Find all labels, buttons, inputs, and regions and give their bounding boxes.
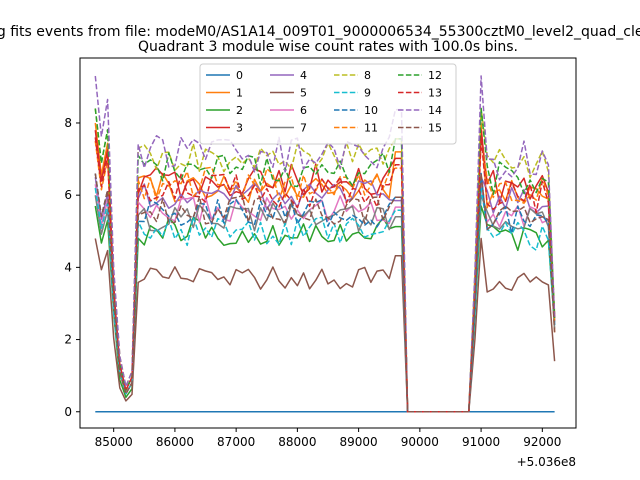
y-tick-label: 6 [64, 188, 72, 202]
legend-label-7: 7 [300, 122, 307, 135]
series-line-5 [94, 237, 556, 413]
y-tick-label: 8 [64, 116, 72, 130]
series-lines [94, 75, 556, 413]
legend-label-10: 10 [364, 104, 378, 117]
legend-label-12: 12 [428, 69, 442, 82]
x-tick-label: 92000 [523, 435, 561, 449]
legend-label-2: 2 [236, 104, 243, 117]
series-line-14 [94, 75, 556, 413]
legend-label-5: 5 [300, 87, 307, 100]
series-line-11 [94, 140, 556, 413]
x-tick-label: 85000 [95, 435, 133, 449]
series-line-10 [94, 172, 556, 413]
x-tick-label: 89000 [340, 435, 378, 449]
series-line-13 [94, 136, 556, 413]
x-tick-label: 88000 [278, 435, 316, 449]
series-line-8 [94, 107, 556, 413]
x-tick-label: 91000 [462, 435, 500, 449]
chart-title: Quadrant 3 module wise count rates with … [138, 39, 518, 55]
x-offset-label: +5.036e8 [517, 455, 576, 469]
legend-label-3: 3 [236, 122, 243, 135]
series-line-15 [94, 172, 556, 413]
legend-label-13: 13 [428, 87, 442, 100]
y-tick-label: 2 [64, 333, 72, 347]
x-axis: 85000 86000 87000 88000 89000 90000 91000 92000 [95, 428, 561, 449]
y-axis: 0 2 4 6 8 [64, 116, 80, 419]
legend-label-4: 4 [300, 69, 307, 82]
legend-label-6: 6 [300, 104, 307, 117]
x-tick-label: 86000 [156, 435, 194, 449]
series-line-2 [94, 205, 556, 413]
legend-label-9: 9 [364, 87, 371, 100]
legend-label-1: 1 [236, 87, 243, 100]
legend-label-8: 8 [364, 69, 371, 82]
legend-label-11: 11 [364, 122, 378, 135]
legend-label-14: 14 [428, 104, 442, 117]
plot-frame [79, 57, 577, 429]
x-tick-label: 90000 [401, 435, 439, 449]
legend-box [199, 63, 457, 145]
x-tick-label: 87000 [217, 435, 255, 449]
legend-label-15: 15 [428, 122, 442, 135]
y-tick-label: 0 [64, 405, 72, 419]
figure-suptitle: Plotting fits events from file: modeM0/A… [0, 24, 640, 40]
series-line-12 [94, 107, 556, 413]
legend-label-0: 0 [236, 69, 243, 82]
y-tick-label: 4 [64, 260, 72, 274]
